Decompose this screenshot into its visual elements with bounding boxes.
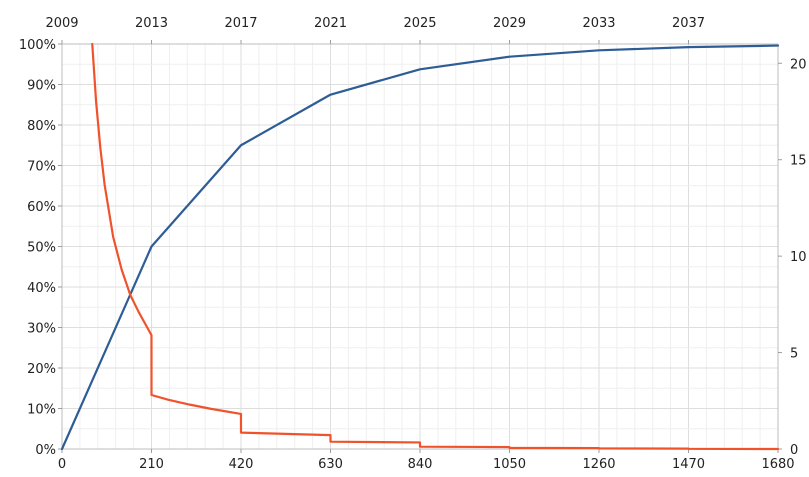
x-tick-label: 1470 [672, 457, 705, 472]
left-tick-label: 50% [27, 241, 56, 256]
x-tick-label: 0 [58, 457, 66, 472]
x-tick-label: 840 [408, 457, 433, 472]
x-tick-label: 210 [139, 457, 164, 472]
left-tick-label: 80% [27, 119, 56, 134]
top-tick-label: 2017 [224, 16, 257, 31]
top-tick-label: 2033 [582, 16, 615, 31]
left-tick-label: 0% [35, 443, 56, 458]
left-tick-label: 70% [27, 160, 56, 175]
top-tick-label: 2013 [135, 16, 168, 31]
right-tick-label: 20 [790, 57, 807, 72]
x-tick-label: 1050 [493, 457, 526, 472]
top-tick-label: 2009 [45, 16, 78, 31]
top-tick-label: 2025 [403, 16, 436, 31]
x-tick-label: 420 [229, 457, 254, 472]
top-tick-label: 2021 [314, 16, 347, 31]
left-tick-label: 10% [27, 403, 56, 418]
left-tick-label: 40% [27, 281, 56, 296]
left-tick-label: 60% [27, 200, 56, 215]
x-tick-label: 1260 [582, 457, 615, 472]
top-tick-label: 2029 [493, 16, 526, 31]
right-tick-label: 10 [790, 250, 807, 265]
x-tick-label: 630 [318, 457, 343, 472]
left-tick-label: 100% [19, 38, 56, 53]
x-tick-label: 1680 [761, 457, 794, 472]
grid [62, 44, 778, 449]
right-tick-label: 15 [790, 154, 807, 169]
left-tick-label: 30% [27, 322, 56, 337]
right-tick-label: 0 [790, 443, 798, 458]
left-tick-label: 20% [27, 362, 56, 377]
right-tick-label: 5 [790, 347, 798, 362]
left-tick-label: 90% [27, 79, 56, 94]
top-tick-label: 2037 [672, 16, 705, 31]
